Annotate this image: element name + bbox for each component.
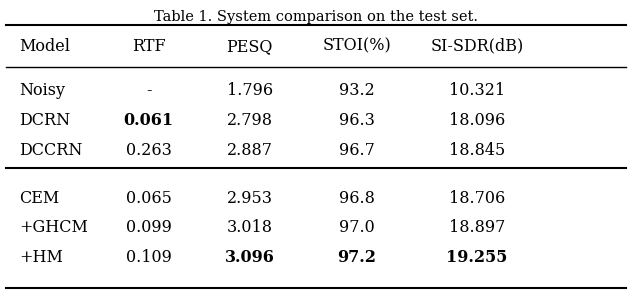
Text: +HM: +HM [19,249,63,266]
Text: +GHCM: +GHCM [19,219,88,237]
Text: 97.0: 97.0 [339,219,375,237]
Text: 97.2: 97.2 [337,249,377,266]
Text: 96.7: 96.7 [339,142,375,159]
Text: PESQ: PESQ [226,38,273,55]
Text: 0.109: 0.109 [126,249,171,266]
Text: CEM: CEM [19,190,59,207]
Text: 0.263: 0.263 [126,142,171,159]
Text: 0.061: 0.061 [123,112,174,129]
Text: 3.096: 3.096 [225,249,274,266]
Text: 93.2: 93.2 [339,82,375,100]
Text: SI-SDR(dB): SI-SDR(dB) [430,38,524,55]
Text: STOI(%): STOI(%) [323,38,391,55]
Text: 2.953: 2.953 [227,190,272,207]
Text: RTF: RTF [131,38,166,55]
Text: Model: Model [19,38,70,55]
Text: 0.065: 0.065 [126,190,171,207]
Text: 10.321: 10.321 [449,82,505,100]
Text: 19.255: 19.255 [446,249,508,266]
Text: 18.096: 18.096 [449,112,506,129]
Text: Table 1. System comparison on the test set.: Table 1. System comparison on the test s… [154,10,478,24]
Text: 18.845: 18.845 [449,142,506,159]
Text: 96.3: 96.3 [339,112,375,129]
Text: 2.887: 2.887 [227,142,272,159]
Text: 3.018: 3.018 [227,219,272,237]
Text: 18.706: 18.706 [449,190,506,207]
Text: 1.796: 1.796 [227,82,272,100]
Text: 2.798: 2.798 [227,112,272,129]
Text: DCRN: DCRN [19,112,70,129]
Text: 0.099: 0.099 [126,219,171,237]
Text: 96.8: 96.8 [339,190,375,207]
Text: -: - [146,82,151,100]
Text: DCCRN: DCCRN [19,142,82,159]
Text: 18.897: 18.897 [449,219,506,237]
Text: Noisy: Noisy [19,82,65,100]
